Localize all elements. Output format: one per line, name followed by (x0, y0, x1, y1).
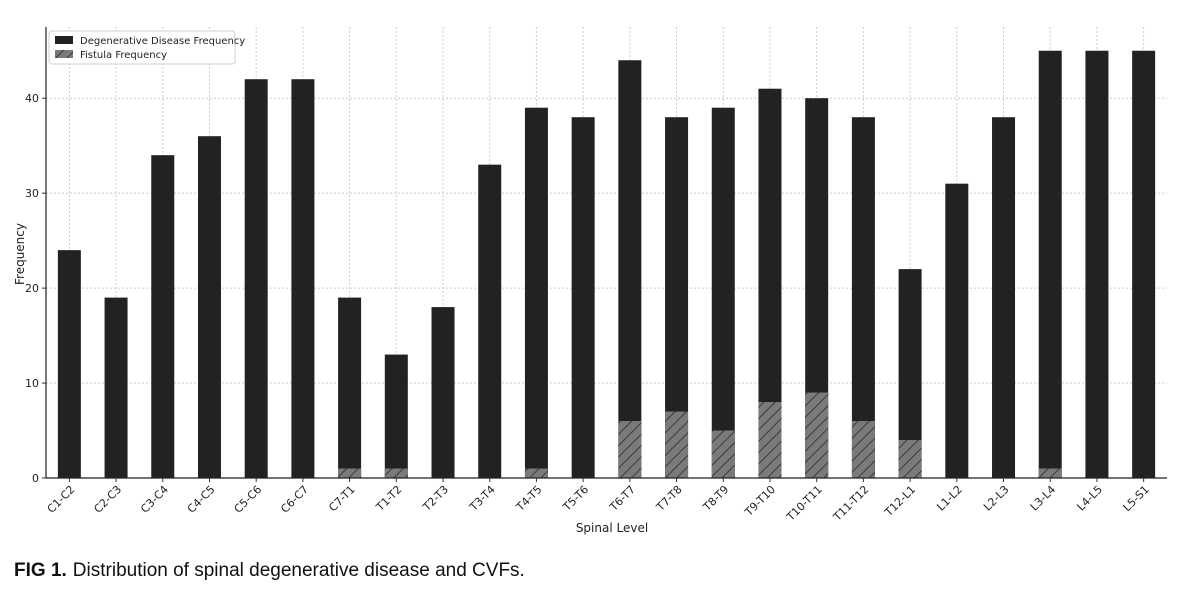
bar-degenerative-T11-T12 (851, 117, 875, 478)
bar-degenerative-T5-T6 (571, 117, 595, 478)
x-tick-label: T1-T2 (373, 483, 404, 514)
figure-caption: FIG 1. Distribution of spinal degenerativ… (14, 560, 525, 582)
x-tick-label: C1-C2 (45, 483, 78, 516)
legend-label-fistula: Fistula Frequency (80, 50, 167, 61)
bar-fistula-T6-T7 (618, 421, 642, 478)
bar-degenerative-C1-C2 (57, 250, 81, 478)
y-tick-label: 10 (25, 377, 39, 390)
legend-swatch-fistula (55, 50, 73, 58)
bar-degenerative-C3-C4 (151, 155, 175, 478)
bar-fistula-T11-T12 (851, 421, 875, 478)
x-tick-label: T9-T10 (742, 483, 778, 519)
x-tick-label: T2-T3 (420, 483, 451, 514)
bar-fistula-T1-T2 (384, 468, 408, 478)
bar-degenerative-L1-L2 (945, 183, 969, 479)
x-tick-label: T4-T5 (513, 483, 544, 514)
x-tick-label: T3-T4 (466, 483, 497, 514)
x-tick-label: L4-L5 (1074, 483, 1105, 514)
bar-degenerative-T10-T11 (805, 98, 829, 479)
bar-degenerative-C2-C3 (104, 297, 128, 478)
x-tick-label: L2-L3 (981, 483, 1012, 514)
x-tick-label: L1-L2 (934, 483, 965, 514)
x-tick-label: C3-C4 (138, 483, 171, 516)
bar-fistula-L3-L4 (1038, 468, 1062, 478)
figure-caption-text: Distribution of spinal degenerative dise… (72, 560, 525, 581)
bar-degenerative-T9-T10 (758, 88, 782, 478)
bar-fistula-T10-T11 (805, 392, 829, 478)
x-tick-label: T11-T12 (830, 483, 871, 524)
x-tick-label: T8-T9 (700, 483, 731, 514)
bar-fistula-T8-T9 (711, 430, 735, 478)
bar-fistula-T7-T8 (665, 411, 689, 478)
x-tick-label: T6-T7 (607, 483, 638, 514)
x-tick-label: T10-T11 (784, 483, 825, 524)
y-tick-label: 40 (25, 92, 39, 105)
bar-degenerative-T12-L1 (898, 269, 922, 478)
bar-degenerative-L2-L3 (992, 117, 1016, 478)
figure-label: FIG 1. (14, 560, 67, 581)
bars (57, 50, 1156, 479)
legend-frame (48, 30, 236, 65)
bar-degenerative-T4-T5 (524, 107, 548, 478)
bar-degenerative-C7-T1 (338, 297, 362, 478)
bar-degenerative-C5-C6 (244, 79, 268, 478)
bar-degenerative-C6-C7 (291, 79, 315, 478)
bar-fistula-T9-T10 (758, 402, 782, 478)
y-axis-title: Frequency (13, 223, 27, 285)
bar-degenerative-T2-T3 (431, 307, 455, 478)
x-tick-label: L3-L4 (1028, 483, 1059, 514)
bar-degenerative-T6-T7 (618, 60, 642, 479)
bar-fistula-C7-T1 (338, 468, 362, 478)
bar-degenerative-C4-C5 (197, 136, 221, 479)
y-tick-label: 30 (25, 187, 39, 200)
x-axis-title: Spinal Level (576, 521, 648, 535)
bar-fistula-T12-L1 (898, 440, 922, 478)
y-tick-label: 20 (25, 282, 39, 295)
x-tick-label: C5-C6 (232, 483, 265, 516)
x-tick-label: T7-T8 (653, 483, 684, 514)
bar-degenerative-L4-L5 (1085, 50, 1109, 478)
bar-degenerative-T1-T2 (384, 354, 408, 478)
bar-degenerative-T3-T4 (478, 164, 502, 478)
bar-chart: 0 10 20 30 40 C1-C2 C2-C3 C3-C4 C4-C5 C5-C6 C6-C7 C… (13, 27, 1167, 535)
x-tick-label: C2-C3 (91, 483, 124, 516)
x-tick-label: L5-S1 (1121, 483, 1152, 514)
legend: Degenerative Disease Frequency Fistula F… (48, 30, 245, 65)
y-tick-label: 0 (32, 472, 39, 485)
x-tick-label: T12-L1 (882, 483, 919, 520)
bar-degenerative-T7-T8 (665, 117, 689, 478)
bar-degenerative-L5-S1 (1132, 50, 1156, 478)
x-tick-label: T5-T6 (560, 483, 591, 514)
x-tick-label: C7-T1 (326, 483, 357, 514)
bar-degenerative-L3-L4 (1038, 50, 1062, 478)
x-tick-label: C6-C7 (278, 483, 311, 516)
legend-swatch-degenerative (55, 36, 73, 44)
legend-label-degenerative: Degenerative Disease Frequency (80, 36, 245, 47)
bar-degenerative-T8-T9 (711, 107, 735, 478)
bar-fistula-T4-T5 (524, 468, 548, 478)
x-tick-label: C4-C5 (185, 483, 218, 516)
